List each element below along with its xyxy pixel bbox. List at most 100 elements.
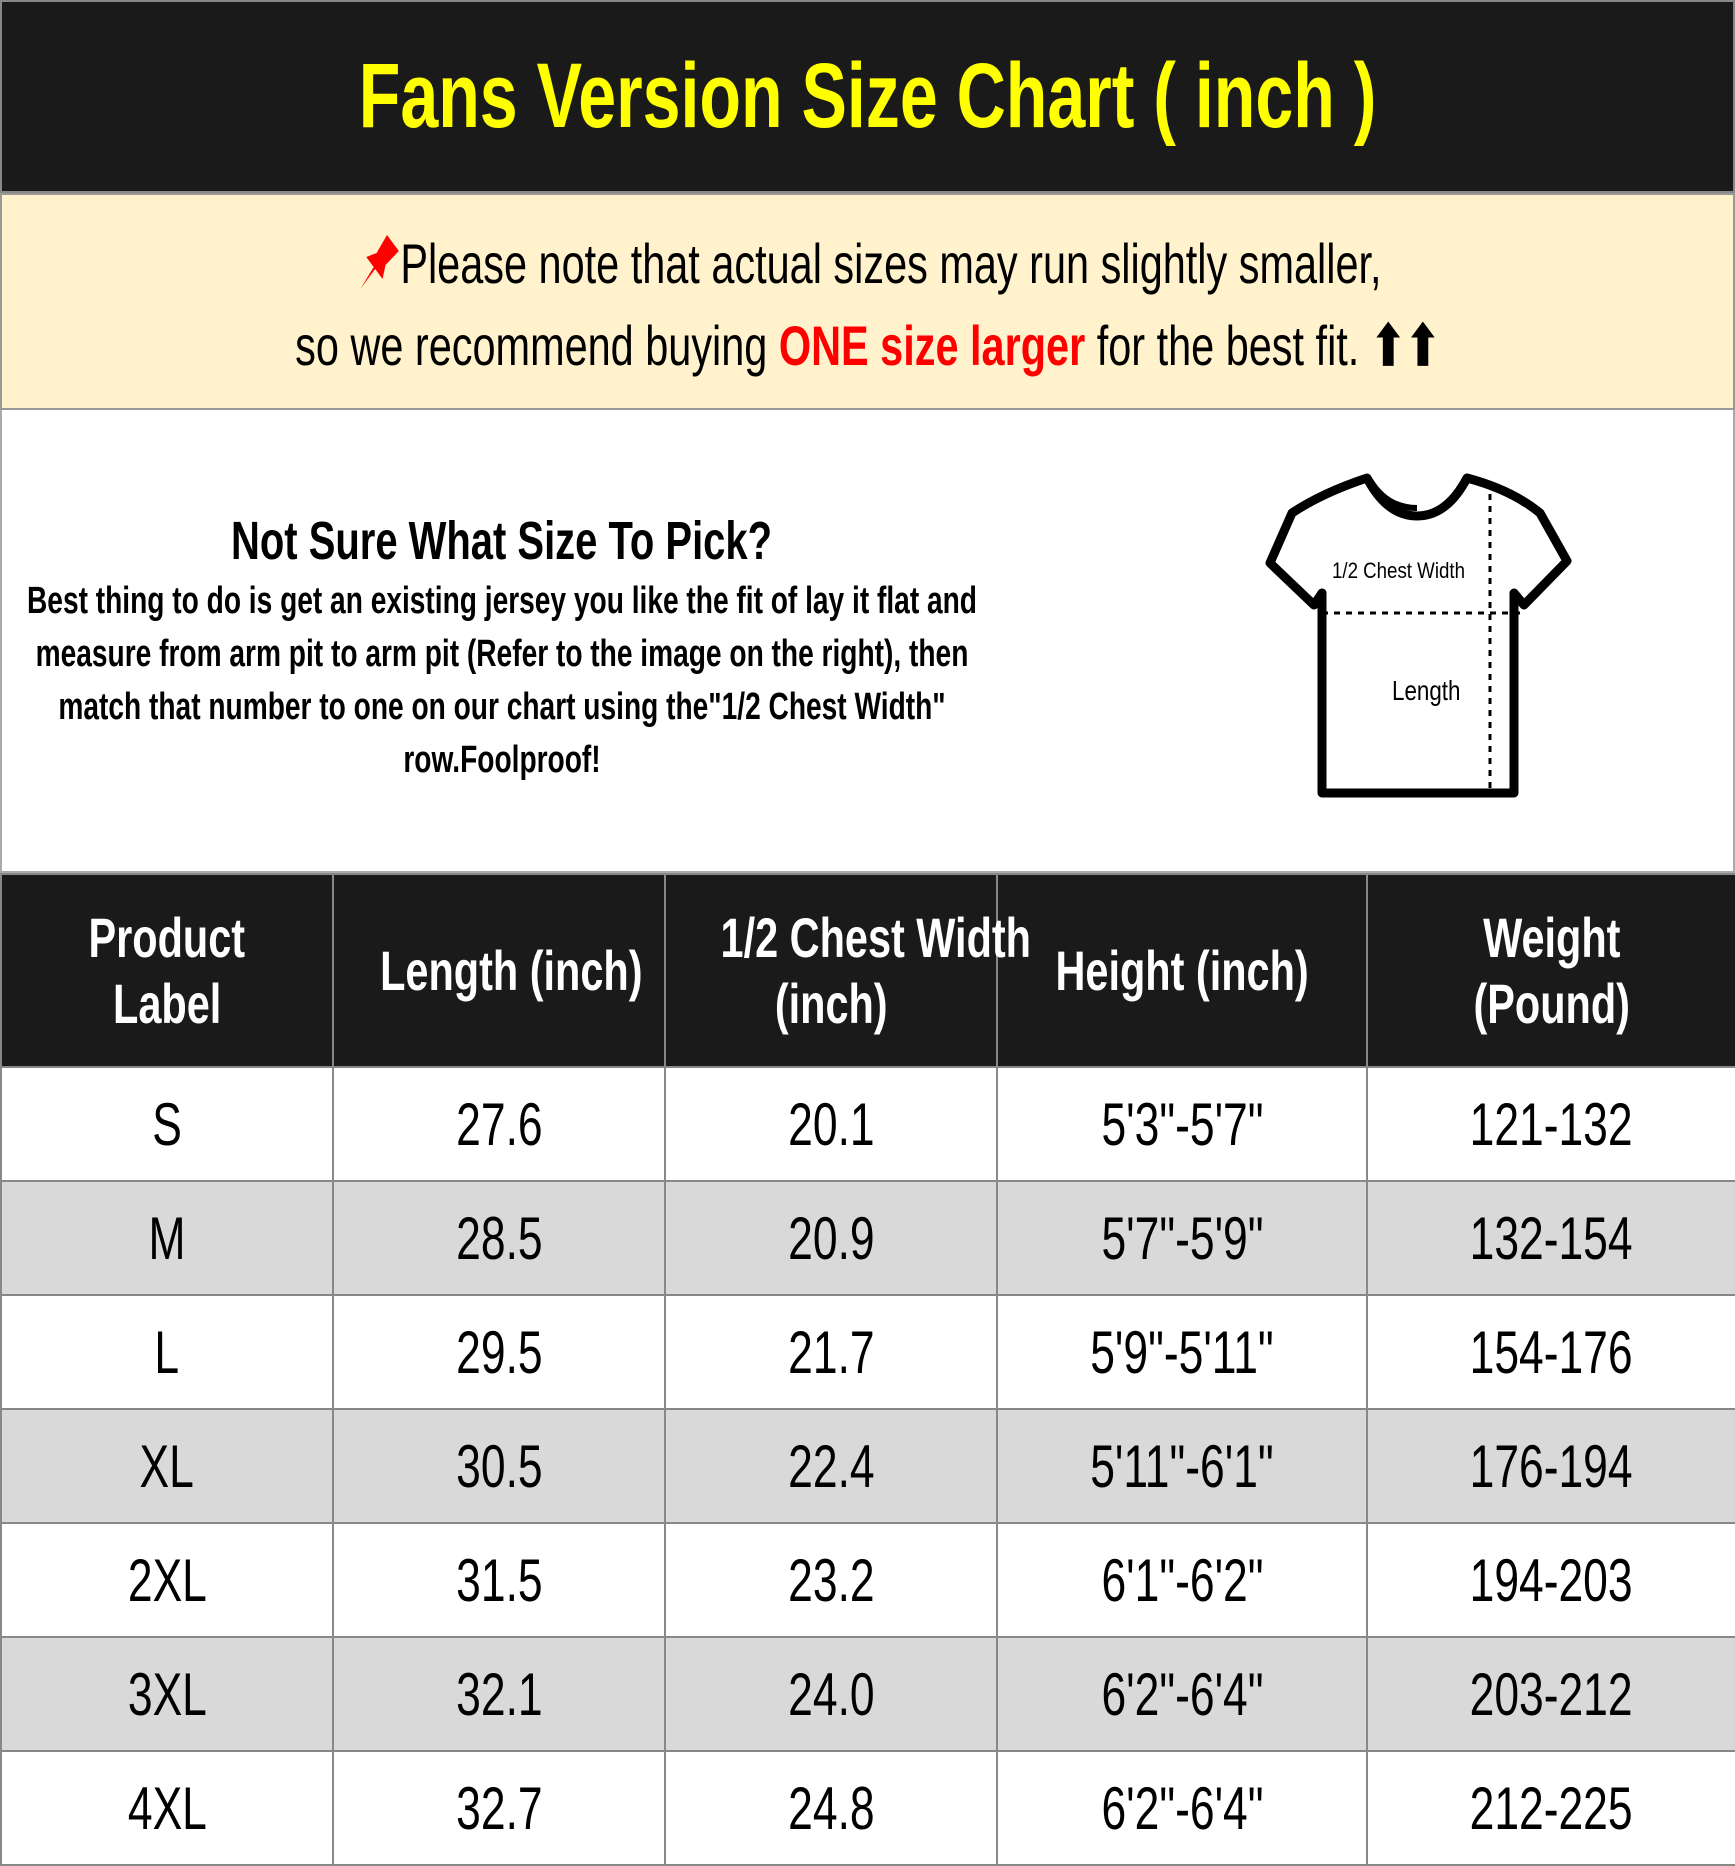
- table-cell: 32.1: [332, 1636, 666, 1752]
- note-line-1: Please note that actual sizes may run sl…: [399, 232, 1382, 295]
- note-highlight: ONE size larger: [778, 314, 1085, 377]
- up-arrows-icon: ⬆⬆: [1370, 314, 1441, 377]
- cell-value: 154-176: [1470, 1318, 1633, 1386]
- cell-value: 4XL: [127, 1774, 207, 1842]
- table-cell: 132-154: [1366, 1180, 1735, 1296]
- cell-value: L: [154, 1318, 180, 1386]
- cell-value: 3XL: [127, 1660, 207, 1728]
- table-cell: 154-176: [1366, 1294, 1735, 1410]
- table-cell: XL: [0, 1408, 334, 1524]
- table-cell: 24.8: [664, 1750, 998, 1866]
- cell-value: 20.9: [787, 1204, 875, 1272]
- cell-value: 194-203: [1470, 1546, 1633, 1614]
- table-row: M 28.5 20.9 5'7"-5'9" 132-154: [0, 1180, 1735, 1296]
- cell-value: 203-212: [1470, 1660, 1633, 1728]
- table-cell: 20.1: [664, 1066, 998, 1182]
- table-cell: 22.4: [664, 1408, 998, 1524]
- table-cell: L: [0, 1294, 334, 1410]
- page-title: Fans Version Size Chart ( inch ): [358, 45, 1377, 147]
- table-cell: 6'2"-6'4": [996, 1636, 1368, 1752]
- cell-value: 23.2: [787, 1546, 875, 1614]
- table-cell: 31.5: [332, 1522, 666, 1638]
- table-cell: 6'2"-6'4": [996, 1750, 1368, 1866]
- table-cell: 30.5: [332, 1408, 666, 1524]
- table-cell: 5'3"-5'7": [996, 1066, 1368, 1182]
- table-cell: 27.6: [332, 1066, 666, 1182]
- table-cell: S: [0, 1066, 334, 1182]
- table-row: 3XL 32.1 24.0 6'2"-6'4" 203-212: [0, 1636, 1735, 1752]
- column-header: Weight (Pound): [1366, 873, 1735, 1068]
- cell-value: 6'2"-6'4": [1100, 1660, 1264, 1728]
- column-header-text: Product: [88, 905, 246, 969]
- table-cell: 24.0: [664, 1636, 998, 1752]
- table-row: 4XL 32.7 24.8 6'2"-6'4" 212-225: [0, 1750, 1735, 1866]
- cell-value: 212-225: [1470, 1774, 1633, 1842]
- cell-value: 5'3"-5'7": [1100, 1090, 1264, 1158]
- cell-value: 132-154: [1470, 1204, 1633, 1272]
- cell-value: S: [152, 1090, 182, 1158]
- cell-value: 22.4: [787, 1432, 875, 1500]
- table-cell: 4XL: [0, 1750, 334, 1866]
- cell-value: 21.7: [787, 1318, 875, 1386]
- column-header: Product Label: [0, 873, 334, 1068]
- cell-value: 20.1: [787, 1090, 875, 1158]
- guide-heading: Not Sure What Size To Pick?: [231, 511, 773, 571]
- size-table: Product Label Length (inch) 1/2 Chest Width…: [0, 873, 1735, 1866]
- cell-value: 5'11"-6'1": [1090, 1432, 1274, 1500]
- column-header-text: Height (inch): [1055, 938, 1309, 1002]
- table-row: S 27.6 20.1 5'3"-5'7" 121-132: [0, 1066, 1735, 1182]
- cell-value: 32.7: [455, 1774, 543, 1842]
- table-cell: 5'9"-5'11": [996, 1294, 1368, 1410]
- pushpin-icon: [359, 235, 399, 289]
- table-cell: 21.7: [664, 1294, 998, 1410]
- table-row: 2XL 31.5 23.2 6'1"-6'2" 194-203: [0, 1522, 1735, 1638]
- column-header-text: (inch): [774, 971, 888, 1035]
- cell-value: 5'9"-5'11": [1090, 1318, 1274, 1386]
- column-header-text: Weight: [1482, 905, 1621, 969]
- note-line-2-end: for the best fit.: [1084, 314, 1371, 377]
- table-cell: 2XL: [0, 1522, 334, 1638]
- column-header-text: Label: [112, 971, 222, 1035]
- cell-value: 29.5: [455, 1318, 543, 1386]
- title-banner: Fans Version Size Chart ( inch ): [0, 0, 1735, 193]
- cell-value: 24.8: [787, 1774, 875, 1842]
- table-cell: 212-225: [1366, 1750, 1735, 1866]
- guide-text: Best thing to do is get an existing jers…: [27, 580, 977, 781]
- cell-value: 176-194: [1470, 1432, 1633, 1500]
- column-header: Length (inch): [332, 873, 666, 1068]
- cell-value: 6'2"-6'4": [1100, 1774, 1264, 1842]
- cell-value: 30.5: [455, 1432, 543, 1500]
- column-header: Height (inch): [996, 873, 1368, 1068]
- cell-value: 2XL: [127, 1546, 207, 1614]
- note-line-2-start: so we recommend buying: [294, 314, 779, 377]
- length-label: Length: [1392, 676, 1460, 707]
- table-cell: 5'7"-5'9": [996, 1180, 1368, 1296]
- table-cell: 6'1"-6'2": [996, 1522, 1368, 1638]
- cell-value: XL: [139, 1432, 195, 1500]
- table-cell: 176-194: [1366, 1408, 1735, 1524]
- cell-value: 32.1: [455, 1660, 543, 1728]
- table-row: L 29.5 21.7 5'9"-5'11" 154-176: [0, 1294, 1735, 1410]
- table-cell: 203-212: [1366, 1636, 1735, 1752]
- cell-value: 24.0: [787, 1660, 875, 1728]
- table-cell: 28.5: [332, 1180, 666, 1296]
- cell-value: M: [148, 1204, 186, 1272]
- cell-value: 28.5: [455, 1204, 543, 1272]
- column-header-text: (Pound): [1473, 971, 1630, 1035]
- column-header: 1/2 Chest Width (inch): [664, 873, 1031, 1068]
- cell-value: 121-132: [1470, 1090, 1633, 1158]
- table-row: XL 30.5 22.4 5'11"-6'1" 176-194: [0, 1408, 1735, 1524]
- table-cell: 5'11"-6'1": [996, 1408, 1368, 1524]
- chest-width-label: 1/2 Chest Width: [1332, 560, 1465, 584]
- measure-guide: Not Sure What Size To Pick? Best thing t…: [0, 410, 1735, 873]
- cell-value: 27.6: [455, 1090, 543, 1158]
- table-cell: 32.7: [332, 1750, 666, 1866]
- table-header-row: Product Label Length (inch) 1/2 Chest Width…: [0, 873, 1735, 1068]
- table-cell: 20.9: [664, 1180, 998, 1296]
- table-cell: 121-132: [1366, 1066, 1735, 1182]
- table-cell: 23.2: [664, 1522, 998, 1638]
- cell-value: 5'7"-5'9": [1100, 1204, 1264, 1272]
- column-header-text: 1/2 Chest Width: [720, 905, 1032, 969]
- cell-value: 6'1"-6'2": [1100, 1546, 1264, 1614]
- tshirt-diagram-icon: 1/2 Chest Width Length: [1265, 473, 1572, 798]
